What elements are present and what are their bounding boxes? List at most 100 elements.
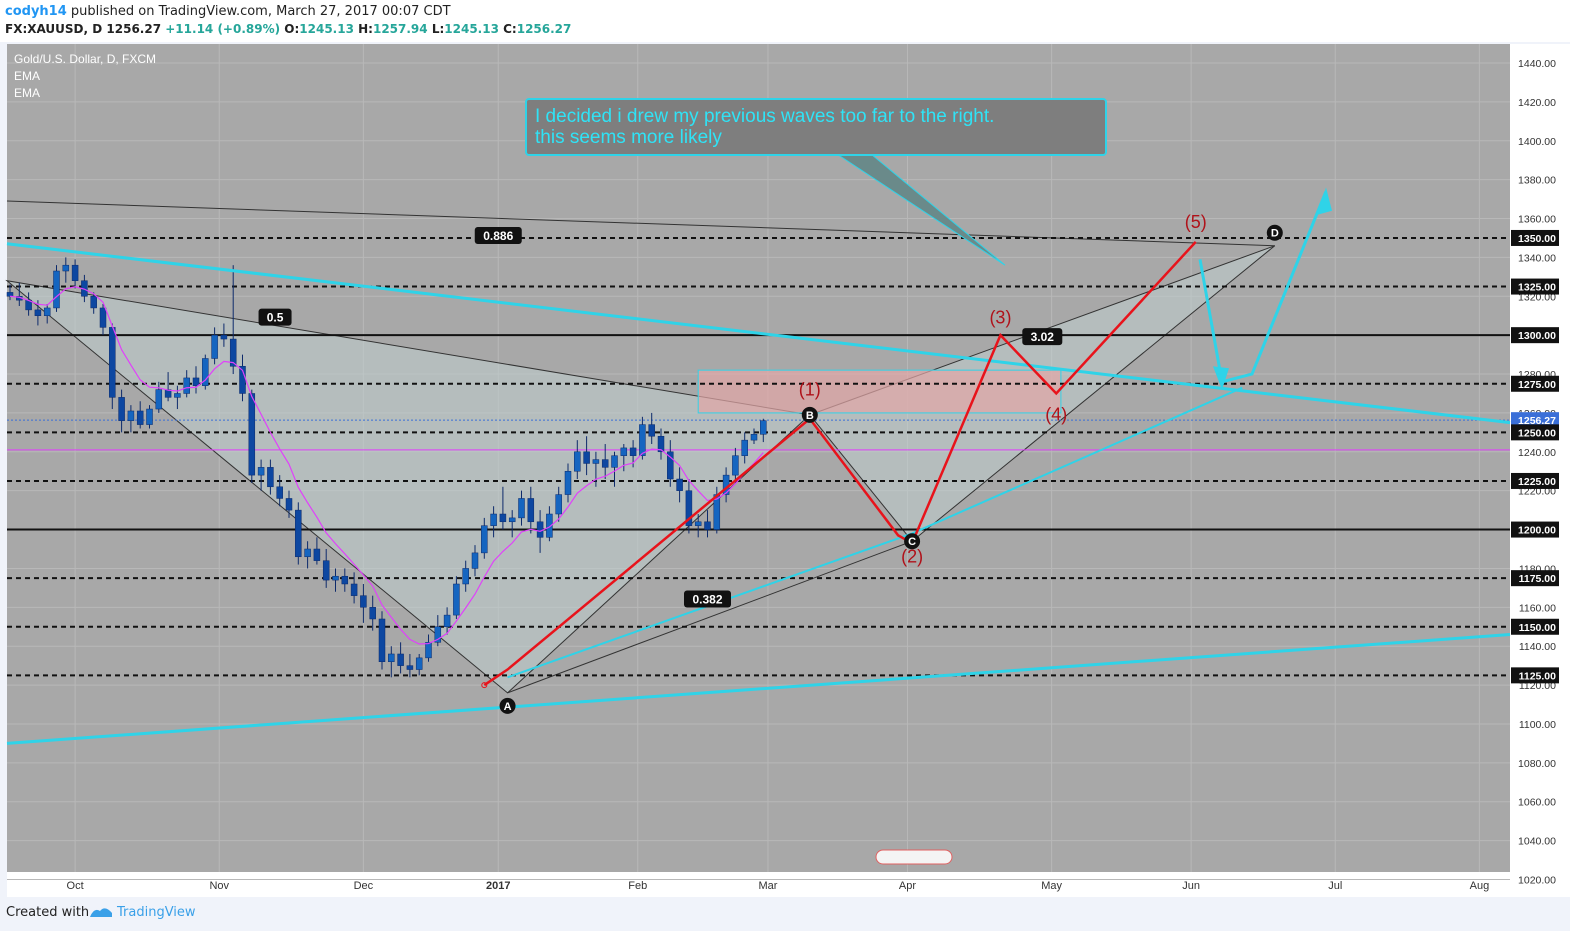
- candle-body: [471, 552, 479, 569]
- y-tick-label: 1140.00: [1519, 641, 1556, 653]
- fib-ratio-label: 0.5: [267, 311, 284, 325]
- y-tick-label: 1080.00: [1518, 758, 1556, 770]
- candle-body: [750, 434, 758, 441]
- price-level-tag-label: 1125.00: [1519, 670, 1557, 682]
- candle-body: [369, 607, 376, 620]
- publish-line: codyh14 published on TradingView.com, Ma…: [5, 4, 451, 19]
- price-level-tag-label: 1150.00: [1519, 622, 1557, 634]
- price-level-tag-label: 1200.00: [1518, 525, 1556, 537]
- fib-ratio-label: 0.886: [483, 229, 513, 243]
- candle-body: [350, 583, 358, 596]
- price-level-tag: [1511, 424, 1559, 441]
- price-level-tag: [1511, 618, 1559, 635]
- fib-ratio-badge: [1022, 328, 1063, 346]
- drawings: (1) (2) (3) (4) (5) A B C D 0.886 0.5 3.02 0.382: [6, 134, 1511, 865]
- fib-ratio-label: 0.382: [692, 593, 722, 607]
- events-marker: [875, 849, 953, 865]
- candle-body: [406, 665, 414, 670]
- y-tick-label: 1340.00: [1518, 252, 1556, 264]
- x-tick-label: May: [1041, 880, 1062, 892]
- quote-line: FX:XAUUSD, D 1256.27 +11.14 (+0.89%) O:1…: [5, 22, 571, 36]
- candle-body: [6, 292, 14, 297]
- candle-body: [397, 653, 404, 666]
- candle-body: [657, 435, 665, 453]
- candle-body: [425, 642, 432, 659]
- price-level-tag-label: 1250.00: [1518, 427, 1556, 439]
- annotation-line-1: I decided i drew my previous waves too f…: [535, 106, 995, 127]
- y-axis-labels: 1440.00 1420.00 1400.00 1380.00 1360.00 1340.…: [1511, 58, 1559, 886]
- candle-body: [192, 377, 200, 386]
- price-level-tag: [1511, 412, 1559, 429]
- fib-ratio-badge: [258, 308, 292, 326]
- candle-body: [564, 470, 572, 495]
- price-axis[interactable]: [1510, 44, 1570, 872]
- author-link[interactable]: codyh14: [5, 4, 67, 19]
- price-chart[interactable]: (1) (2) (3) (4) (5) A B C D 0.886 0.5 3.02 0.382 144…: [0, 42, 1570, 897]
- pattern-point-badge: [499, 697, 516, 714]
- candle-body: [732, 455, 739, 476]
- candle-body: [443, 614, 451, 628]
- price-level-tag-label: 1350.00: [1518, 233, 1556, 245]
- wave-label: (2): [901, 547, 923, 567]
- y-tick-label: 1060.00: [1518, 797, 1556, 809]
- candle-body: [667, 451, 674, 480]
- footer: Created with TradingView: [0, 897, 1570, 931]
- publish-header: codyh14 published on TradingView.com, Ma…: [0, 0, 1570, 42]
- candle-body: [136, 410, 144, 425]
- candles: [6, 257, 767, 678]
- candle-body: [527, 498, 535, 523]
- y-tick-label: 1400.00: [1518, 136, 1556, 148]
- price-level-tag: [1511, 229, 1559, 246]
- candle-body: [639, 424, 646, 456]
- candle-body: [285, 498, 293, 511]
- high-value: 1257.94: [372, 22, 428, 36]
- created-with-text: Created with: [6, 905, 90, 920]
- instrument-legend[interactable]: Gold/U.S. Dollar, D, FXCM: [14, 52, 157, 66]
- price-level-tag-label: 1325.00: [1518, 282, 1556, 294]
- ema-legend-2[interactable]: EMA: [14, 86, 41, 100]
- candle-body: [434, 626, 442, 643]
- candle-body: [648, 424, 655, 437]
- price-level-tag-label: 1225.00: [1518, 476, 1556, 488]
- candle-body: [257, 467, 265, 476]
- y-tick-label: 1100.00: [1519, 719, 1556, 731]
- candle-body: [155, 389, 163, 410]
- x-tick-label: Mar: [758, 880, 777, 892]
- fib-ratio-badge: [474, 227, 522, 245]
- last-price: 1256.27: [106, 22, 162, 36]
- high-label: H:: [358, 22, 373, 36]
- close-value: 1256.27: [516, 22, 572, 36]
- ema-legend-1[interactable]: EMA: [14, 69, 41, 83]
- candle-body: [109, 327, 116, 398]
- candle-body: [462, 568, 469, 585]
- projection-arrow: [1198, 190, 1328, 384]
- candle-body: [546, 513, 553, 538]
- price-level-tag: [1511, 278, 1559, 295]
- y-tick-label: 1240.00: [1518, 447, 1556, 459]
- y-tick-label: 1360.00: [1518, 214, 1556, 226]
- candle-body: [211, 334, 218, 359]
- ema-line: [9, 286, 764, 645]
- tradingview-link[interactable]: TradingView: [117, 905, 196, 920]
- price-change: +11.14 (+0.89%): [165, 22, 281, 36]
- y-tick-label: 1440.00: [1518, 58, 1556, 70]
- candle-body: [415, 657, 423, 670]
- candle-body: [220, 334, 228, 340]
- candle-body: [332, 575, 339, 581]
- x-tick-label: Jul: [1328, 880, 1342, 892]
- xabcd-ac-line: [507, 540, 913, 694]
- x-tick-label: Feb: [628, 880, 647, 892]
- time-axis[interactable]: [7, 872, 1570, 897]
- candle-body: [341, 575, 349, 585]
- x-tick-label: Aug: [1470, 880, 1490, 892]
- horizontal-levels: [7, 236, 1510, 677]
- pattern-point-label: D: [1271, 228, 1279, 240]
- candle-body: [685, 490, 693, 526]
- y-tick-label: 1380.00: [1518, 175, 1556, 187]
- wave-label: (5): [1185, 212, 1207, 232]
- annotation-callout[interactable]: I decided i drew my previous waves too f…: [525, 98, 1107, 156]
- x-tick-label: Oct: [67, 880, 84, 892]
- candle-body: [704, 521, 711, 530]
- candle-body: [43, 307, 51, 316]
- candle-body: [183, 377, 190, 394]
